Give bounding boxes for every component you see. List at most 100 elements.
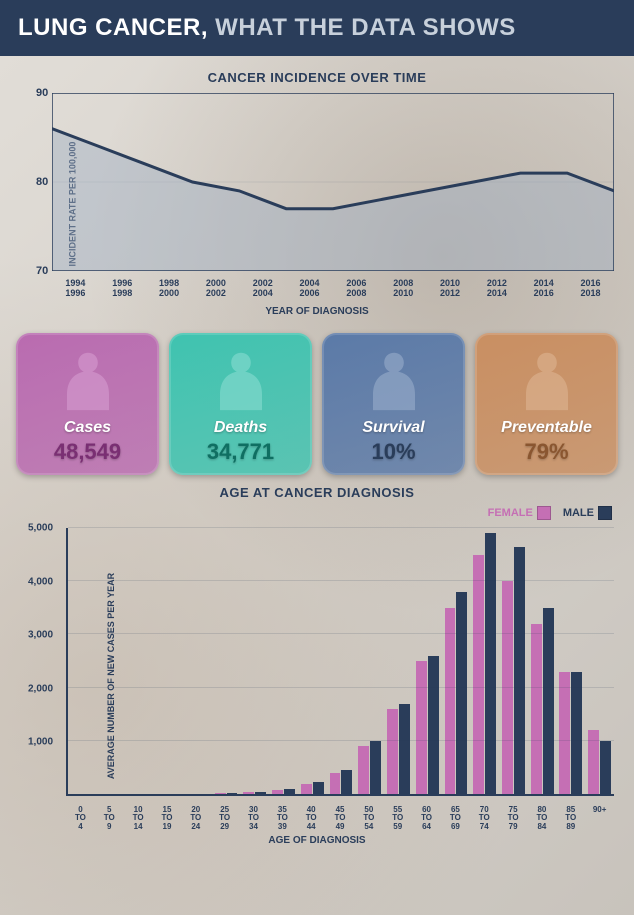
bar-chart-legend: FEMALE MALE bbox=[488, 506, 612, 520]
stat-cards-row: Cases48,549Deaths34,771Survival10%Preven… bbox=[16, 333, 618, 475]
bar-male bbox=[571, 672, 582, 794]
line-xlabel: 20102012 bbox=[427, 279, 474, 299]
bar-xlabel: 85TO89 bbox=[556, 806, 585, 832]
bar-group bbox=[269, 528, 298, 794]
bar-chart-title: AGE AT CANCER DIAGNOSIS bbox=[14, 485, 620, 500]
bar-xlabel: 60TO64 bbox=[412, 806, 441, 832]
header-title-bold: LUNG CANCER, bbox=[18, 14, 208, 41]
stat-label: Survival bbox=[362, 419, 424, 437]
bar-group bbox=[528, 528, 557, 794]
person-silhouette-icon bbox=[53, 341, 123, 419]
bar-group bbox=[327, 528, 356, 794]
header-banner: LUNG CANCER, WHAT THE DATA SHOWS bbox=[0, 0, 634, 56]
person-silhouette-icon bbox=[512, 341, 582, 419]
line-chart: INCIDENT RATE PER 100,000 708090 1994199… bbox=[14, 89, 620, 319]
bar-xlabel: 5TO9 bbox=[95, 806, 124, 832]
stat-label: Cases bbox=[64, 419, 111, 437]
bar-male bbox=[313, 782, 324, 794]
bar-group bbox=[355, 528, 384, 794]
bar-group bbox=[556, 528, 585, 794]
bar-xlabel: 75TO79 bbox=[499, 806, 528, 832]
bar-group bbox=[212, 528, 241, 794]
bar-gridline bbox=[68, 740, 614, 741]
line-chart-svg bbox=[52, 93, 614, 271]
person-silhouette-icon bbox=[206, 341, 276, 419]
bar-male bbox=[456, 592, 467, 794]
bar-female bbox=[330, 773, 341, 794]
bar-female bbox=[531, 624, 542, 794]
line-xlabel: 20062008 bbox=[333, 279, 380, 299]
bar-group bbox=[384, 528, 413, 794]
bar-male bbox=[370, 741, 381, 794]
bar-female bbox=[215, 793, 226, 794]
bar-xlabel: 25TO29 bbox=[210, 806, 239, 832]
bar-gridline bbox=[68, 580, 614, 581]
bar-xlabel: 40TO44 bbox=[297, 806, 326, 832]
bar-groups-container bbox=[68, 528, 614, 794]
bar-female bbox=[358, 746, 369, 794]
bar-xlabel: 55TO59 bbox=[383, 806, 412, 832]
stat-value: 79% bbox=[524, 439, 568, 465]
bar-xlabel: 35TO39 bbox=[268, 806, 297, 832]
bar-male bbox=[600, 741, 611, 794]
bar-group bbox=[154, 528, 183, 794]
line-xlabel: 20162018 bbox=[567, 279, 614, 299]
bar-female bbox=[243, 792, 254, 794]
bar-female bbox=[416, 661, 427, 794]
bar-xlabel: 10TO14 bbox=[124, 806, 153, 832]
bar-xlabel: 30TO34 bbox=[239, 806, 268, 832]
stat-card-deaths: Deaths 34,771 bbox=[169, 333, 312, 475]
bar-group bbox=[125, 528, 154, 794]
bar-xlabel: 65TO69 bbox=[441, 806, 470, 832]
bar-ytick: 3,000 bbox=[28, 630, 53, 641]
line-xlabel: 20082010 bbox=[380, 279, 427, 299]
bar-ytick: 4,000 bbox=[28, 576, 53, 587]
bar-male bbox=[514, 547, 525, 794]
bar-xlabel: 20TO24 bbox=[181, 806, 210, 832]
bar-group bbox=[97, 528, 126, 794]
bar-chart-x-axis-label: AGE OF DIAGNOSIS bbox=[14, 835, 620, 846]
stat-label: Preventable bbox=[501, 419, 592, 437]
line-xlabel: 20142016 bbox=[520, 279, 567, 299]
bar-ytick: 2,000 bbox=[28, 683, 53, 694]
line-chart-x-axis-label: YEAR OF DIAGNOSIS bbox=[14, 306, 620, 317]
bar-male bbox=[485, 533, 496, 794]
stat-label: Deaths bbox=[214, 419, 267, 437]
bar-gridline bbox=[68, 633, 614, 634]
bar-group bbox=[183, 528, 212, 794]
line-xlabel: 20042006 bbox=[286, 279, 333, 299]
bar-male bbox=[428, 656, 439, 794]
bar-female bbox=[272, 790, 283, 794]
line-ytick: 80 bbox=[36, 176, 48, 188]
bar-female bbox=[301, 784, 312, 794]
bar-female bbox=[445, 608, 456, 794]
stat-card-cases: Cases48,549 bbox=[16, 333, 159, 475]
bar-male bbox=[341, 770, 352, 794]
bar-ytick: 1,000 bbox=[28, 737, 53, 748]
bar-chart-plot bbox=[66, 528, 614, 796]
bar-xlabel: 80TO84 bbox=[528, 806, 557, 832]
content-area: CANCER INCIDENCE OVER TIME INCIDENT RATE… bbox=[0, 56, 634, 860]
line-xlabel: 20002002 bbox=[192, 279, 239, 299]
stat-card-preventable: Preventable 79% bbox=[475, 333, 618, 475]
bar-xlabel: 15TO19 bbox=[153, 806, 182, 832]
bar-male bbox=[399, 704, 410, 794]
bar-group bbox=[298, 528, 327, 794]
bar-chart-xlabels: 0TO45TO910TO1415TO1920TO2425TO2930TO3435… bbox=[66, 806, 614, 832]
stat-card-survival: Survival10% bbox=[322, 333, 465, 475]
bar-group bbox=[470, 528, 499, 794]
line-xlabel: 19982000 bbox=[146, 279, 193, 299]
stat-value: 34,771 bbox=[207, 439, 274, 465]
legend-item-male: MALE bbox=[563, 506, 612, 520]
bar-xlabel: 45TO49 bbox=[326, 806, 355, 832]
line-chart-plot bbox=[52, 93, 614, 271]
bar-group bbox=[499, 528, 528, 794]
bar-xlabel: 70TO74 bbox=[470, 806, 499, 832]
legend-item-female: FEMALE bbox=[488, 506, 551, 520]
bar-xlabel: 90+ bbox=[585, 806, 614, 832]
bar-male bbox=[284, 789, 295, 794]
bar-gridline bbox=[68, 687, 614, 688]
line-chart-xlabels: 1994199619961998199820002000200220022004… bbox=[52, 279, 614, 299]
person-silhouette-icon bbox=[359, 341, 429, 419]
bar-female bbox=[559, 672, 570, 794]
